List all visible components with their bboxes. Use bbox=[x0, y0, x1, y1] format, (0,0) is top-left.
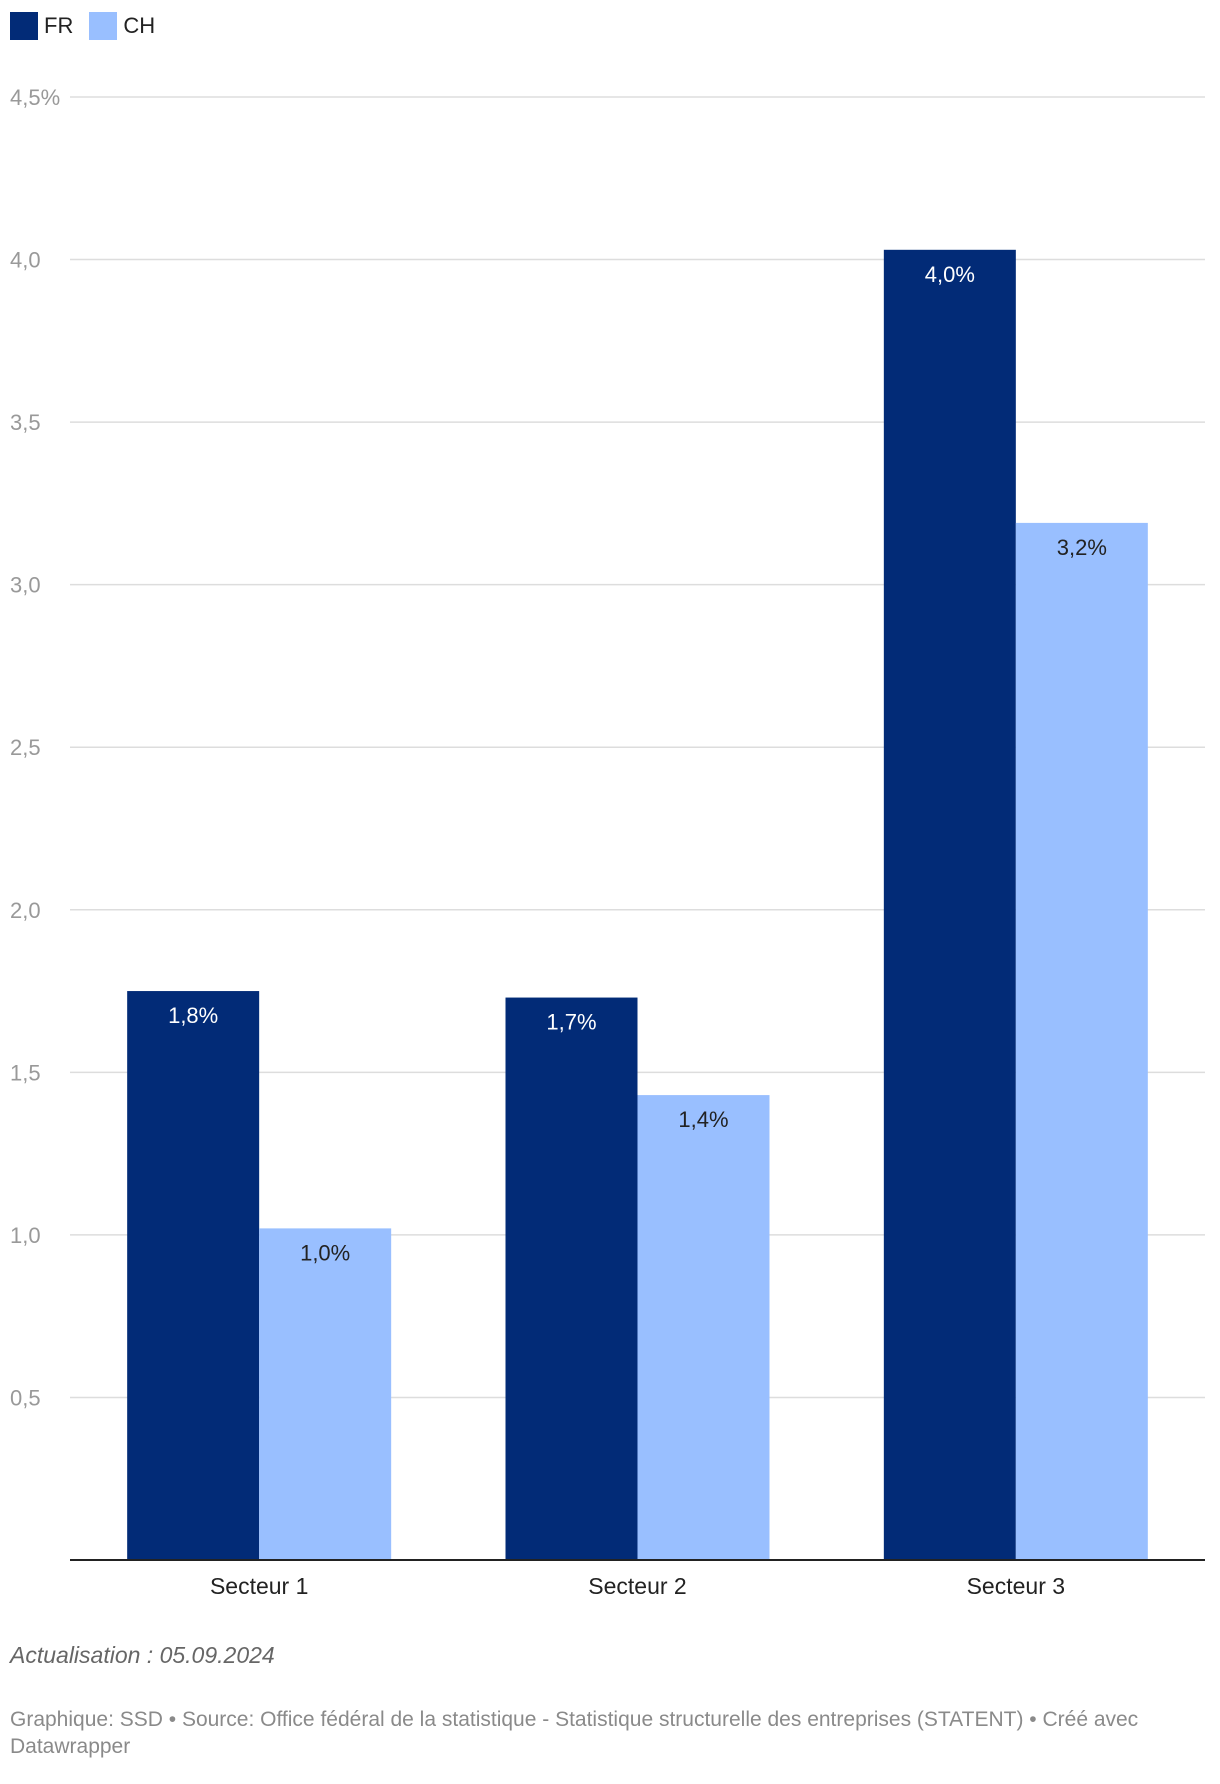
data-label: 1,7% bbox=[546, 1010, 596, 1035]
x-tick-label: Secteur 3 bbox=[967, 1573, 1065, 1599]
source-note: Graphique: SSD • Source: Office fédéral … bbox=[10, 1708, 1139, 1758]
data-label: 3,2% bbox=[1057, 535, 1107, 560]
data-label: 1,4% bbox=[678, 1107, 728, 1132]
x-tick-label: Secteur 1 bbox=[210, 1573, 308, 1599]
bar-fr bbox=[127, 991, 260, 1560]
data-label: 4,0% bbox=[925, 262, 975, 287]
bar-fr bbox=[883, 249, 1016, 1560]
legend-item-fr: FR bbox=[10, 12, 73, 40]
y-tick-label: 4,5% bbox=[10, 85, 60, 110]
bar-ch bbox=[259, 1228, 392, 1560]
y-tick-label: 2,0 bbox=[10, 898, 41, 923]
data-label: 1,0% bbox=[300, 1240, 350, 1265]
y-tick-label: 1,0 bbox=[10, 1223, 41, 1248]
bar-ch bbox=[637, 1095, 770, 1560]
y-tick-label: 0,5 bbox=[10, 1385, 41, 1410]
y-tick-label: 4,0 bbox=[10, 248, 41, 273]
x-tick-label: Secteur 2 bbox=[588, 1573, 686, 1599]
legend-item-ch: CH bbox=[89, 12, 155, 40]
bar-ch bbox=[1015, 522, 1148, 1561]
legend-swatch-fr bbox=[10, 12, 38, 40]
bar-chart: 0,5 1,0 1,5 2,0 2,5 3,0 3,5 4,0 4,5% 1,8% 1,0% Sect… bbox=[10, 85, 1205, 1599]
data-label: 1,8% bbox=[168, 1003, 218, 1028]
legend-label-fr: FR bbox=[44, 13, 74, 38]
legend-swatch-ch bbox=[89, 12, 118, 40]
y-tick-label: 1,5 bbox=[10, 1060, 41, 1085]
y-tick-label: 3,5 bbox=[10, 410, 41, 435]
y-tick-label: 2,5 bbox=[10, 735, 41, 760]
chart-legend: FR CH bbox=[10, 12, 155, 40]
legend-label-ch: CH bbox=[123, 13, 156, 38]
y-tick-label: 3,0 bbox=[10, 573, 41, 598]
bar-fr bbox=[505, 997, 638, 1560]
update-note: Actualisation : 05.09.2024 bbox=[10, 1642, 275, 1668]
